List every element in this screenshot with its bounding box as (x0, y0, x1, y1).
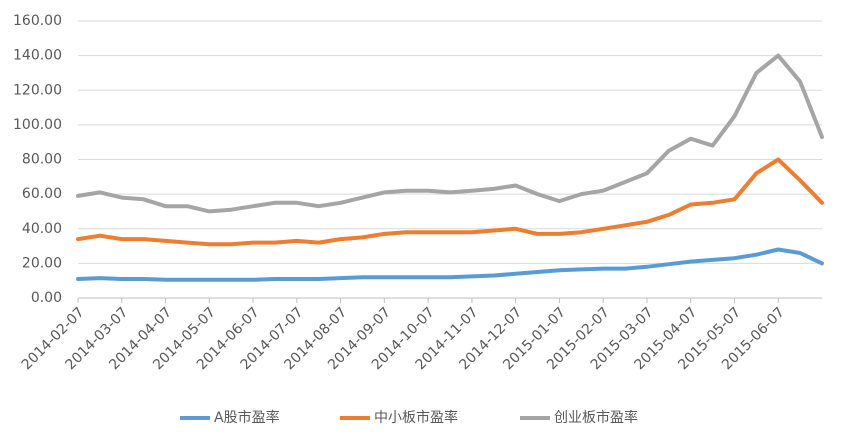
series-line (76, 157, 824, 247)
y-tick-label: 0.00 (31, 290, 62, 306)
y-tick-label: 140.00 (13, 48, 62, 64)
y-tick-label: 20.00 (22, 255, 62, 271)
series-line (76, 53, 824, 214)
series-line (76, 247, 824, 282)
legend-label: 创业板市盈率 (554, 409, 638, 426)
y-tick-label: 160.00 (13, 13, 62, 29)
y-tick-label: 40.00 (22, 221, 62, 237)
y-tick-label: 80.00 (22, 152, 62, 168)
legend-label: 中小板市盈率 (374, 409, 458, 426)
y-tick-label: 60.00 (22, 186, 62, 202)
legend-label: A股市盈率 (214, 409, 280, 426)
y-tick-label: 120.00 (13, 82, 62, 98)
y-tick-label: 100.00 (13, 117, 62, 133)
